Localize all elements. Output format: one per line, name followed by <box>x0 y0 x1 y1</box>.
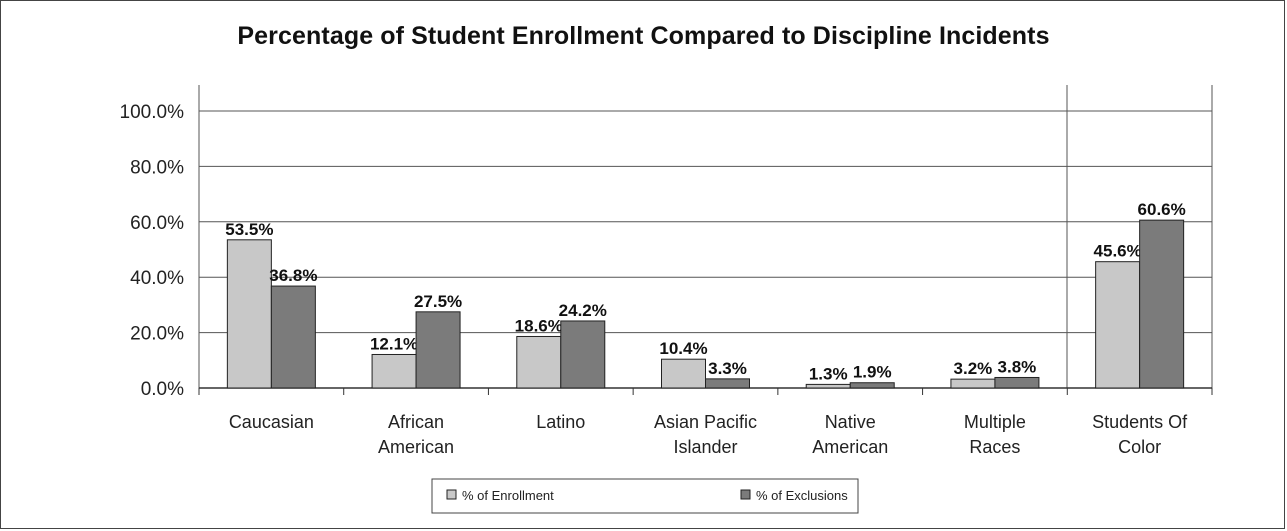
chart-title: Percentage of Student Enrollment Compare… <box>237 22 1050 50</box>
data-label: 18.6% <box>515 316 563 335</box>
x-tick-label: Students Of <box>1092 412 1188 432</box>
y-tick-label: 40.0% <box>130 268 184 289</box>
data-label: 3.3% <box>708 359 747 378</box>
legend-label: % of Exclusions <box>756 488 848 503</box>
bar <box>705 378 750 389</box>
bar <box>661 358 706 389</box>
y-tick-label: 20.0% <box>130 324 184 345</box>
y-tick-label: 0.0% <box>141 379 184 400</box>
x-tick-label: Islander <box>673 437 737 457</box>
data-label: 36.8% <box>269 266 317 285</box>
bar <box>516 335 562 389</box>
y-tick-label: 80.0% <box>130 157 184 178</box>
data-label: 1.9% <box>853 363 892 382</box>
bar <box>805 383 851 389</box>
x-tick-label: Color <box>1118 437 1161 457</box>
bar <box>415 311 461 389</box>
x-tick-label: Asian Pacific <box>654 412 757 432</box>
bar <box>560 320 606 389</box>
bar <box>270 285 316 389</box>
bar <box>849 382 895 389</box>
x-tick-label: Races <box>969 437 1020 457</box>
legend-box <box>431 478 859 514</box>
bar <box>994 376 1040 389</box>
data-label: 3.2% <box>954 359 993 378</box>
data-label: 60.6% <box>1138 200 1186 219</box>
data-label: 1.3% <box>809 364 848 383</box>
legend-swatch <box>446 489 457 500</box>
data-label: 27.5% <box>414 292 462 311</box>
x-tick-label: Latino <box>536 412 585 432</box>
legend-label: % of Enrollment <box>462 488 554 503</box>
legend-swatch <box>740 489 751 500</box>
data-label: 24.2% <box>559 301 607 320</box>
x-tick-label: Native <box>825 412 876 432</box>
bar <box>371 353 417 389</box>
bar <box>950 378 996 389</box>
y-tick-label: 60.0% <box>130 213 184 234</box>
bar <box>226 239 272 389</box>
data-label: 3.8% <box>998 357 1037 376</box>
data-label: 12.1% <box>370 334 418 353</box>
y-tick-label: 100.0% <box>120 102 185 123</box>
x-tick-label: American <box>378 437 454 457</box>
x-tick-label: Multiple <box>964 412 1026 432</box>
x-tick-label: Caucasian <box>229 412 314 432</box>
x-tick-label: American <box>812 437 888 457</box>
data-label: 10.4% <box>659 339 707 358</box>
bar <box>1095 261 1141 389</box>
x-tick-label: African <box>388 412 444 432</box>
bar <box>1139 219 1185 389</box>
data-label: 53.5% <box>225 220 273 239</box>
data-label: 45.6% <box>1094 242 1142 261</box>
